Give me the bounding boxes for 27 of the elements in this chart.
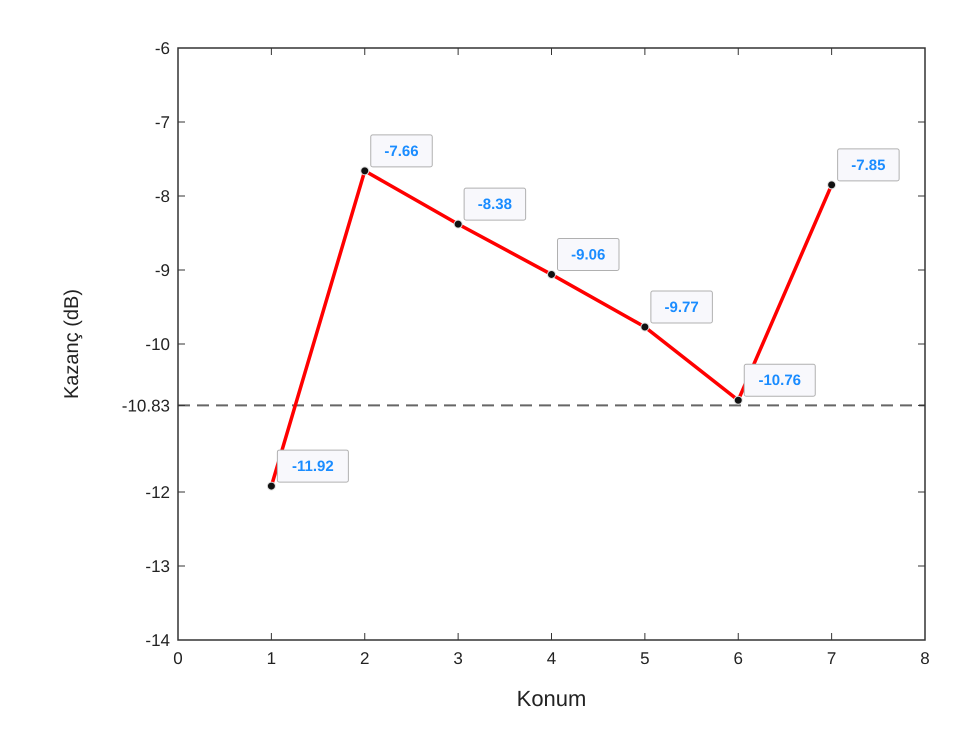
data-label: -10.76 <box>758 372 802 390</box>
y-tick-label: -13 <box>145 557 170 576</box>
y-axis-title: Kazanç (dB) <box>61 288 83 400</box>
y-tick-label: -12 <box>145 483 170 502</box>
data-label: -9.77 <box>664 298 699 316</box>
y-tick-label: -9 <box>154 261 170 280</box>
data-label: -7.66 <box>384 142 419 160</box>
x-tick-label: 7 <box>826 649 836 668</box>
y-tick-label: -7 <box>154 113 170 132</box>
x-tick-label: 6 <box>734 649 743 668</box>
data-label: -9.06 <box>571 246 606 264</box>
y-tick-label: -6 <box>154 39 170 58</box>
x-tick-label: 5 <box>640 649 650 668</box>
x-tick-label: 3 <box>453 649 463 668</box>
x-tick-label: 4 <box>546 649 556 668</box>
x-tick-label: 2 <box>360 649 370 668</box>
y-tick-label: -14 <box>145 631 170 650</box>
y-tick-label: -10 <box>145 335 170 354</box>
x-tick-label: 8 <box>920 649 930 668</box>
y-tick-label: -10.83 <box>122 396 170 416</box>
x-axis-title: Konum <box>516 686 586 711</box>
data-label: -7.85 <box>851 156 886 174</box>
x-tick-label: 0 <box>173 649 183 668</box>
data-label: -11.92 <box>292 458 334 476</box>
y-tick-label: -8 <box>154 187 170 206</box>
x-tick-label: 1 <box>266 649 276 668</box>
data-label: -8.38 <box>478 196 512 214</box>
